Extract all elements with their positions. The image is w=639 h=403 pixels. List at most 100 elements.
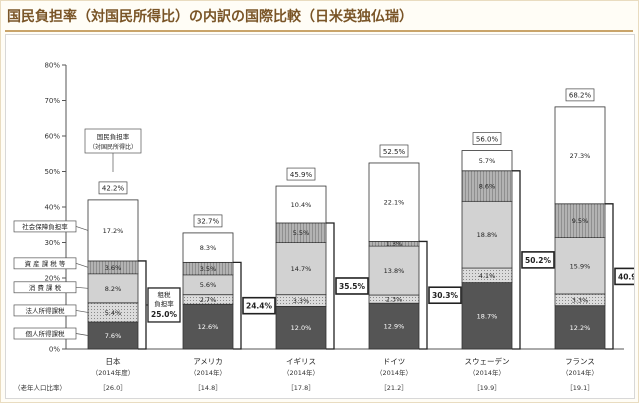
segment-value-label: 12.2%	[570, 324, 591, 332]
bar-segment-social-security	[554, 106, 606, 205]
country-name-label: アメリカ	[193, 357, 223, 366]
legend-label-corporate-income: 法人所得課税	[26, 306, 66, 315]
country-year-label: （2014年）	[469, 368, 505, 377]
legend-label-property: 資 産 課 税 等	[25, 259, 66, 268]
total-label-box	[472, 132, 502, 145]
country-bar-group: 12.0% 3.3% 14.7% 5.5% 10.4% 45.9% 35.5%	[275, 167, 369, 350]
country-year-label: （2014年）	[283, 368, 319, 377]
legend-leader-line	[75, 263, 89, 268]
aging-rate-value: ［19.1］	[566, 384, 593, 392]
segment-value-label: 14.7%	[291, 265, 312, 273]
legend-leader-line	[75, 226, 89, 231]
legend-leader-line	[75, 333, 89, 336]
y-tick-label: 50%	[44, 168, 60, 176]
tax-burden-box	[147, 287, 181, 323]
bar-segment-texture	[183, 262, 233, 275]
total-label-box	[379, 144, 409, 158]
segment-value-label: 8.6%	[479, 183, 496, 191]
national-burden-annotation-box	[84, 128, 142, 154]
tax-burden-value: 35.5%	[339, 282, 366, 291]
total-label-box	[565, 88, 595, 102]
total-value-label: 42.2%	[102, 185, 125, 193]
country-year-label: （2014年）	[562, 368, 598, 377]
segment-value-label: 3.6%	[105, 264, 122, 272]
legend-leader-line	[75, 286, 89, 289]
total-value-label: 32.7%	[197, 218, 220, 226]
tax-burden-bracket	[419, 240, 428, 350]
stacked-bar-chart: 0%10%20%30%40%50%60%70%80% 7.6%5.4%8.2%3…	[13, 62, 634, 392]
y-tick-label: 30%	[44, 239, 60, 247]
bar-segment-texture	[276, 222, 326, 243]
segment-value-label: 9.5%	[572, 217, 589, 225]
title-underline	[5, 30, 633, 32]
bar-segment-consumption	[461, 200, 513, 269]
segment-value-label: 3.3%	[293, 297, 310, 305]
segment-value-label: 15.9%	[570, 262, 591, 270]
segment-value-label: 1.3%	[386, 240, 403, 248]
bar-segment-social-security	[461, 150, 513, 172]
y-tick-label: 20%	[44, 275, 60, 283]
national-burden-annotation-line1: 国民負担率	[97, 132, 130, 141]
country-year-label: （2014年度）	[92, 368, 135, 377]
chart-panel: 0%10%20%30%40%50%60%70%80% 7.6%5.4%8.2%3…	[5, 34, 635, 399]
segment-value-label: 18.7%	[477, 312, 498, 320]
total-value-label: 45.9%	[290, 171, 313, 179]
bar-segment-social-security	[368, 162, 420, 242]
bar-segment-texture	[88, 260, 138, 274]
bar-segment-texture	[462, 170, 512, 202]
aging-rate-value: ［21.2］	[380, 384, 407, 392]
tax-burden-label-line2: 負担率	[154, 299, 174, 308]
total-value-label: 52.5%	[383, 148, 406, 156]
tax-burden-box	[335, 277, 369, 295]
y-tick-label: 80%	[44, 62, 60, 70]
legend-leader-line	[75, 310, 89, 313]
country-name-label: フランス	[565, 357, 595, 366]
segment-value-label: 12.9%	[384, 323, 405, 331]
total-value-label: 56.0%	[476, 135, 499, 143]
segment-value-label: 5.6%	[200, 281, 217, 289]
total-label-box	[98, 181, 128, 195]
tax-burden-bracket	[233, 261, 242, 350]
segment-value-label: 17.2%	[103, 227, 124, 235]
tax-burden-bracket	[512, 170, 521, 350]
country-name-label: ドイツ	[383, 357, 406, 366]
legend-label-consumption: 消 費 課 税	[29, 283, 62, 292]
country-name-label: イギリス	[286, 357, 316, 366]
country-bar-group: 12.9% 2.3% 13.8% 1.3% 22.1% 52.5% 30.3%	[368, 144, 462, 350]
tax-burden-box	[614, 267, 634, 286]
total-value-label: 68.2%	[569, 92, 592, 100]
y-tick-label: 0%	[49, 346, 60, 354]
bar-segment-texture	[369, 241, 419, 247]
page-title: 国民負担率（対国民所得比）の内訳の国際比較（日米英独仏瑞）	[7, 9, 413, 25]
country-bar-group: 12.2% 3.3% 15.9% 9.5% 27.3% 68.2% 40.9%	[554, 88, 634, 350]
y-tick-label: 70%	[44, 97, 60, 105]
bar-segment-consumption	[554, 237, 606, 295]
segment-value-label: 3.3%	[572, 296, 589, 304]
tax-burden-box	[428, 286, 462, 305]
category-labels: 日本 （2014年度） ［26.0］ アメリカ （2014年） ［14.8］ イギリス （20…	[14, 356, 598, 392]
tax-burden-value: 30.3%	[432, 291, 459, 300]
segment-value-label: 4.1%	[479, 272, 496, 280]
country-year-label: （2014年）	[190, 368, 226, 377]
tax-burden-bracket	[326, 222, 335, 350]
segment-value-label: 13.8%	[384, 267, 405, 275]
tax-burden-value: 24.4%	[246, 302, 273, 311]
legend-label-social-security: 社会保障負担率	[22, 222, 68, 231]
country-bar-group: 12.6% 2.7% 5.6% 3.5% 8.3% 32.7% 24.4%	[182, 214, 276, 350]
tax-burden-label-line1: 租税	[158, 290, 172, 299]
aging-rate-value: ［19.9］	[473, 384, 500, 392]
segment-value-label: 7.6%	[105, 332, 122, 340]
total-label-box	[286, 167, 316, 181]
tax-burden-box	[521, 251, 555, 269]
tax-burden-value: 50.2%	[525, 256, 552, 265]
bar-segment-consumption	[87, 273, 139, 304]
tax-burden-value: 25.0%	[151, 310, 178, 319]
segment-value-label: 18.8%	[477, 231, 498, 239]
country-bar-group: 18.7% 4.1% 18.8% 8.6% 5.7% 56.0% 50.2%	[461, 132, 555, 350]
y-tick-label: 60%	[44, 133, 60, 141]
total-label-box	[193, 214, 223, 228]
bar-segment-social-security	[182, 232, 234, 263]
segment-value-label: 2.3%	[386, 296, 403, 304]
